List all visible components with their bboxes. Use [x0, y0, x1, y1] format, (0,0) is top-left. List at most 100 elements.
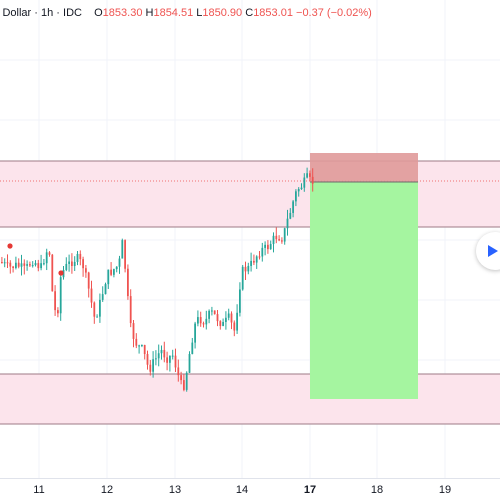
candle-body [171, 355, 174, 357]
time-tick-18: 18 [370, 484, 384, 496]
candle-body [233, 322, 236, 331]
candle-body [213, 310, 216, 315]
candle-body [37, 263, 40, 269]
candle-body [241, 266, 244, 290]
candles [1, 167, 314, 392]
candle-body [9, 262, 12, 267]
candle-body [141, 344, 143, 346]
candle-body [48, 252, 51, 255]
candle-body [68, 261, 70, 264]
candle-body [199, 317, 202, 324]
legend-open-label: O [94, 7, 103, 19]
legend-low-label: L [196, 7, 203, 19]
candle-body [143, 344, 146, 355]
candle-body [51, 254, 54, 292]
candle-body [43, 263, 45, 265]
candle-body [23, 263, 26, 266]
candle-body [255, 256, 258, 263]
candle-body [297, 189, 300, 192]
candle-body [194, 323, 196, 343]
candle-body [185, 372, 188, 390]
candle-body [118, 258, 121, 267]
zones [0, 153, 500, 425]
time-tick-11: 11 [33, 484, 45, 496]
candle-body [191, 342, 194, 355]
candle-body [12, 266, 14, 268]
candle-body [253, 260, 255, 263]
candle-body [247, 265, 250, 272]
chart-area[interactable]: U.S. Dollar · 1h · IDC O1853.30 H1854.51… [0, 0, 500, 478]
candle-body [236, 312, 238, 331]
candle-body [174, 355, 177, 368]
legend-low: 1850.90 [202, 7, 243, 19]
time-tick-14: 14 [235, 484, 249, 496]
candle-body [87, 272, 90, 289]
candle-body [54, 291, 56, 311]
lower-zone [0, 374, 500, 424]
candle-body [225, 317, 227, 322]
candle-body [45, 252, 48, 264]
candle-body [107, 269, 110, 285]
candle-body [132, 323, 135, 339]
time-tick-12: 12 [100, 484, 114, 496]
stop-loss-area [310, 153, 418, 182]
candle-body [281, 240, 283, 242]
upper-zone [0, 161, 500, 227]
candle-body [99, 299, 101, 317]
candle-body [152, 359, 154, 372]
candle-body [57, 310, 59, 314]
candle-body [20, 263, 23, 267]
legend-source: IDC [63, 7, 82, 19]
candle-body [90, 288, 93, 303]
scroll-to-realtime-button[interactable] [476, 232, 500, 270]
candle-body [211, 310, 213, 312]
candle-body [283, 228, 286, 242]
candle-body [82, 259, 84, 269]
candle-body [180, 375, 182, 381]
candle-body [79, 253, 82, 260]
take-profit-area [310, 182, 418, 399]
candle-body [219, 321, 222, 326]
time-axis[interactable]: 11 12 13 14 17 18 19 [0, 478, 500, 501]
candle-body [138, 345, 140, 347]
candle-body [71, 261, 73, 267]
legend-high: 1854.51 [153, 7, 194, 19]
candle-body [113, 269, 115, 275]
candle-body [155, 358, 157, 360]
candle-body [166, 357, 168, 363]
candle-body [227, 313, 230, 318]
legend-open: 1853.30 [102, 7, 143, 19]
candle-body [73, 261, 76, 267]
candle-body [110, 269, 112, 275]
candle-body [129, 296, 132, 324]
candle-body [222, 321, 224, 326]
candle-body [40, 263, 42, 269]
candle-body [289, 212, 292, 219]
candle-body [300, 187, 303, 190]
candle-body [6, 262, 9, 264]
candle-body [261, 247, 264, 257]
candle-body [34, 263, 37, 266]
candle-body [303, 177, 306, 188]
candle-body [160, 349, 163, 354]
candle-body [269, 244, 272, 250]
candle-body [197, 317, 199, 324]
candle-body [177, 367, 180, 376]
candle-body [85, 268, 87, 273]
candle-body [169, 355, 171, 363]
candle-body [264, 244, 266, 248]
candle-body [183, 380, 185, 390]
signal-marker [58, 270, 64, 276]
candle-body [26, 264, 28, 266]
candle-body [1, 262, 3, 263]
candle-body [292, 201, 294, 213]
candle-body [96, 316, 98, 318]
candle-body [202, 323, 205, 325]
candle-body [124, 240, 126, 269]
candle-body [311, 176, 314, 184]
price-plot[interactable] [0, 0, 500, 478]
legend-close-label: C [245, 7, 254, 19]
candle-body [93, 302, 96, 317]
candle-body [205, 318, 208, 325]
legend-high-label: H [145, 7, 154, 19]
